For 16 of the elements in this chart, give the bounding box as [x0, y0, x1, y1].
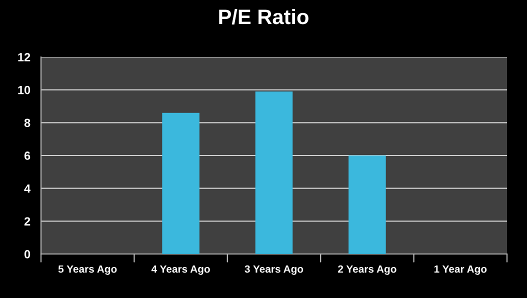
bar	[255, 91, 293, 254]
y-tick-label: 10	[18, 86, 30, 94]
x-tick-label: 5 Years Ago	[58, 265, 117, 275]
bar	[162, 112, 200, 254]
y-tick-label: 4	[24, 184, 31, 193]
x-tick-label: 1 Year Ago	[434, 265, 487, 275]
y-tick-label: 6	[24, 152, 30, 160]
y-tick-label: 2	[24, 217, 30, 226]
x-tick-label: 3 Years Ago	[244, 265, 304, 275]
bar	[348, 156, 386, 254]
x-tick-label: 4 Years Ago	[151, 265, 210, 275]
y-tick-label: 8	[24, 118, 30, 128]
chart-title: P/E Ratio	[219, 8, 308, 24]
y-tick-label: 0	[24, 250, 30, 258]
y-tick-label: 12	[18, 53, 30, 62]
x-tick-label: 2 Years Ago	[338, 265, 396, 275]
